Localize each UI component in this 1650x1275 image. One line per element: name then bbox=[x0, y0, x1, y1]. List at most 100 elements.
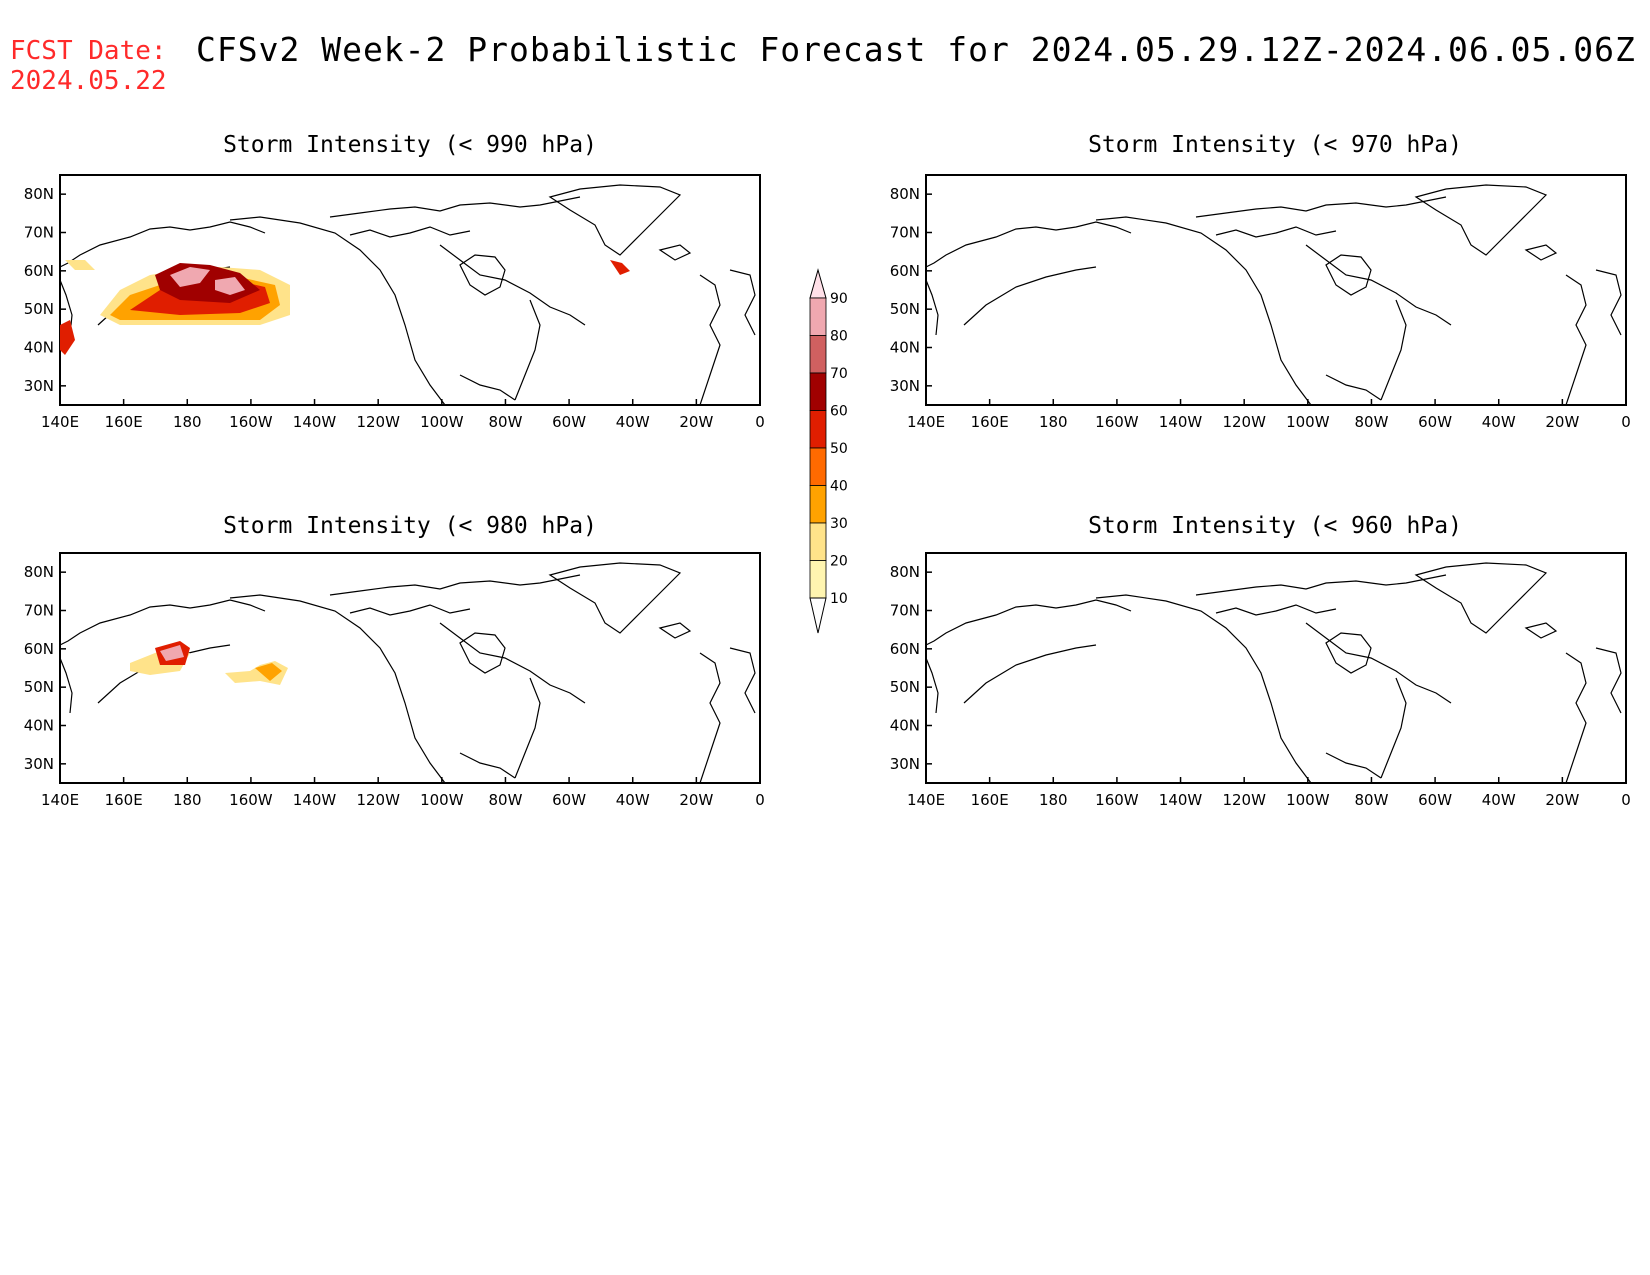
lon-tick-label: 80W bbox=[1354, 413, 1388, 431]
panel-title-990: Storm Intensity (< 990 hPa) bbox=[223, 132, 597, 158]
lon-tick-label: 140W bbox=[1159, 791, 1203, 809]
colorbar-segment bbox=[809, 522, 827, 561]
lon-tick-label: 140W bbox=[293, 791, 337, 809]
lon-tick-label: 0 bbox=[1621, 413, 1631, 431]
colorbar-label: 30 bbox=[830, 516, 848, 532]
coastlines bbox=[925, 184, 1622, 406]
colorbar-segment bbox=[809, 447, 827, 486]
colorbar: 10 20 30 40 50 60 70 80 90 bbox=[809, 268, 848, 634]
lon-tick-label: 20W bbox=[679, 413, 713, 431]
probability-area bbox=[65, 260, 95, 270]
lon-tick-label: 160E bbox=[971, 791, 1009, 809]
lat-tick-label: 80N bbox=[24, 185, 54, 203]
coastline-path bbox=[349, 604, 471, 616]
lon-tick-label: 100W bbox=[420, 413, 464, 431]
coastline-path bbox=[658, 622, 692, 639]
coastline-path bbox=[1195, 196, 1447, 218]
coastline-path bbox=[514, 677, 541, 779]
panel-title-960: Storm Intensity (< 960 hPa) bbox=[1088, 513, 1462, 539]
lon-tick-label: 40W bbox=[616, 413, 650, 431]
lat-tick-label: 50N bbox=[24, 678, 54, 696]
coastline-path bbox=[1595, 269, 1622, 336]
coastline-path bbox=[699, 652, 721, 784]
probability-area bbox=[170, 267, 210, 287]
lat-tick-label: 50N bbox=[24, 300, 54, 318]
lat-tick-label: 30N bbox=[24, 755, 54, 773]
lon-tick-label: 0 bbox=[1621, 791, 1631, 809]
colorbar-segment bbox=[809, 297, 827, 336]
lat-tick-label: 70N bbox=[890, 224, 920, 242]
coastline-path bbox=[1095, 216, 1312, 406]
page-title: CFSv2 Week-2 Probabilistic Forecast for … bbox=[196, 30, 1636, 69]
lon-tick-label: 0 bbox=[755, 413, 765, 431]
lon-tick-label: 140E bbox=[41, 791, 79, 809]
coastline-path bbox=[1565, 652, 1587, 784]
lat-tick-label: 50N bbox=[890, 300, 920, 318]
coastline-path bbox=[729, 647, 756, 714]
coastline-path bbox=[1524, 244, 1558, 261]
lat-tick-label: 30N bbox=[890, 755, 920, 773]
lat-tick-label: 70N bbox=[24, 602, 54, 620]
colorbar-label: 60 bbox=[830, 404, 848, 420]
coastline-path bbox=[1414, 562, 1548, 634]
probability-area bbox=[160, 645, 184, 661]
lon-tick-label: 40W bbox=[1482, 413, 1516, 431]
coastline-path bbox=[1215, 604, 1337, 616]
map-panel-970: 140E 160E 180 160W 140W 120W 100W 80W 60W 40W 20W 0… bbox=[890, 174, 1631, 431]
lat-tick-label: 40N bbox=[24, 339, 54, 357]
probability-area bbox=[60, 320, 75, 355]
lon-tick-label: 100W bbox=[1286, 413, 1330, 431]
lon-tick-label: 160W bbox=[229, 791, 273, 809]
lon-tick-label: 80W bbox=[488, 791, 522, 809]
colorbar-label: 10 bbox=[830, 591, 848, 607]
lon-tick-label: 140W bbox=[293, 413, 337, 431]
lon-tick-label: 140E bbox=[907, 791, 945, 809]
coastline-path bbox=[459, 632, 506, 674]
lon-tick-label: 120W bbox=[356, 791, 400, 809]
lon-tick-label: 100W bbox=[420, 791, 464, 809]
lon-tick-label: 100W bbox=[1286, 791, 1330, 809]
coastline-path bbox=[1095, 594, 1312, 784]
lon-tick-label: 60W bbox=[552, 413, 586, 431]
lon-tick-label: 180 bbox=[1039, 791, 1068, 809]
coastlines bbox=[59, 562, 756, 784]
map-panel-960: 140E 160E 180 160W 140W 120W 100W 80W 60W 40W 20W 0… bbox=[890, 552, 1631, 809]
colorbar-top-arrow bbox=[809, 268, 827, 299]
coastline-path bbox=[459, 752, 516, 779]
coastline-path bbox=[1215, 226, 1337, 238]
colorbar-label: 40 bbox=[830, 479, 848, 495]
coastline-path bbox=[548, 184, 682, 256]
colorbar-label: 20 bbox=[830, 554, 848, 570]
lat-tick-label: 80N bbox=[890, 563, 920, 581]
coastline-path bbox=[1195, 574, 1447, 596]
lon-tick-label: 120W bbox=[1222, 413, 1266, 431]
coastlines bbox=[59, 184, 756, 406]
coastline-path bbox=[925, 279, 939, 336]
coastline-path bbox=[699, 274, 721, 406]
coastline-path bbox=[963, 266, 1097, 326]
coastline-path bbox=[229, 216, 446, 406]
coastline-path bbox=[1380, 299, 1407, 401]
lat-tick-label: 80N bbox=[890, 185, 920, 203]
probability-area bbox=[215, 277, 245, 295]
lat-tick-label: 60N bbox=[890, 640, 920, 658]
lon-tick-label: 60W bbox=[1418, 791, 1452, 809]
coastline-path bbox=[658, 244, 692, 261]
colorbar-segment bbox=[809, 372, 827, 411]
colorbar-segment bbox=[809, 410, 827, 449]
lon-tick-label: 160W bbox=[1095, 791, 1139, 809]
lat-tick-label: 30N bbox=[890, 377, 920, 395]
coastline-path bbox=[329, 574, 581, 596]
coastlines bbox=[925, 562, 1622, 784]
coastline-path bbox=[925, 657, 939, 714]
lon-tick-label: 160E bbox=[105, 413, 143, 431]
lon-tick-label: 80W bbox=[1354, 791, 1388, 809]
coastline-path bbox=[459, 254, 506, 296]
coastline-path bbox=[59, 599, 266, 646]
lon-tick-label: 180 bbox=[173, 791, 202, 809]
coastline-path bbox=[963, 644, 1097, 704]
forecast-date-value: 2024.05.22 bbox=[10, 66, 167, 96]
colorbar-segment bbox=[809, 485, 827, 524]
coastline-path bbox=[1414, 184, 1548, 256]
probability-area bbox=[255, 663, 282, 681]
